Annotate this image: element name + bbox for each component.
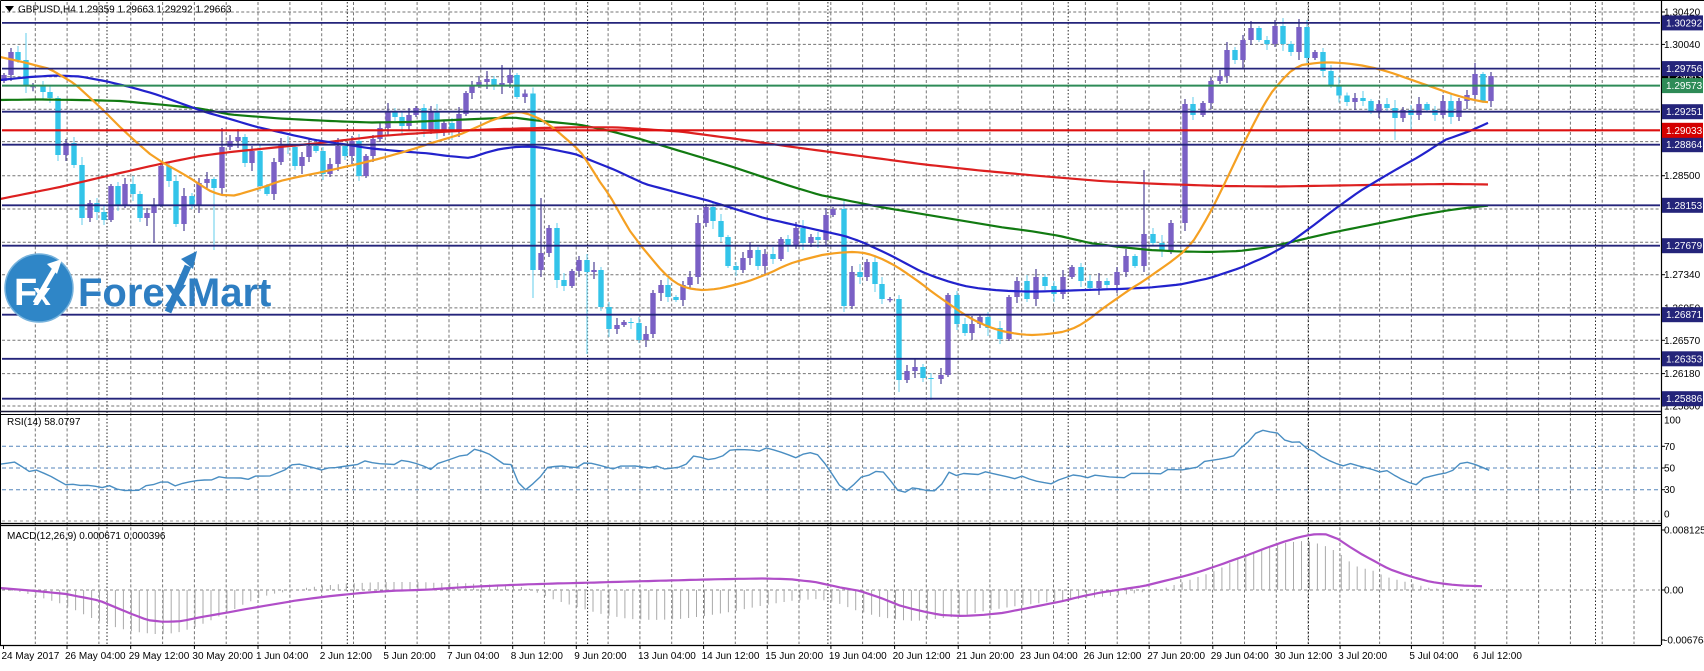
- svg-text:RSI(14) 58.0797: RSI(14) 58.0797: [7, 417, 81, 428]
- svg-text:3 Jul 20:00: 3 Jul 20:00: [1338, 651, 1387, 662]
- svg-text:1.29663: 1.29663: [1666, 72, 1703, 83]
- svg-text:30 Jun 12:00: 30 Jun 12:00: [1275, 651, 1333, 662]
- svg-text:27 Jun 20:00: 27 Jun 20:00: [1147, 651, 1205, 662]
- svg-text:7 Jun 04:00: 7 Jun 04:00: [447, 651, 500, 662]
- svg-text:9 Jun 20:00: 9 Jun 20:00: [574, 651, 627, 662]
- svg-text:26 May 04:00: 26 May 04:00: [65, 651, 126, 662]
- svg-text:0.008125: 0.008125: [1664, 526, 1704, 537]
- svg-text:13 Jun 04:00: 13 Jun 04:00: [638, 651, 696, 662]
- svg-text:1.25886: 1.25886: [1666, 394, 1703, 405]
- svg-text:1.26871: 1.26871: [1666, 310, 1703, 321]
- svg-text:1.30420: 1.30420: [1664, 8, 1701, 19]
- svg-text:100: 100: [1664, 416, 1681, 427]
- svg-text:-0.006764: -0.006764: [1664, 636, 1704, 647]
- svg-text:15 Jun 20:00: 15 Jun 20:00: [765, 651, 823, 662]
- svg-text:1.26570: 1.26570: [1664, 336, 1701, 347]
- svg-text:1 Jun 04:00: 1 Jun 04:00: [256, 651, 309, 662]
- svg-text:2 Jun 12:00: 2 Jun 12:00: [320, 651, 373, 662]
- svg-text:1.28153: 1.28153: [1666, 201, 1703, 212]
- svg-text:1.29251: 1.29251: [1666, 107, 1703, 118]
- svg-text:5 Jul 04:00: 5 Jul 04:00: [1409, 651, 1458, 662]
- svg-text:0: 0: [1664, 510, 1670, 521]
- svg-text:1.27679: 1.27679: [1666, 241, 1703, 252]
- svg-text:1.26353: 1.26353: [1666, 354, 1703, 365]
- svg-text:1.26180: 1.26180: [1664, 369, 1701, 380]
- svg-text:29 May 12:00: 29 May 12:00: [129, 651, 190, 662]
- svg-text:20 Jun 12:00: 20 Jun 12:00: [893, 651, 951, 662]
- svg-text:1.25800: 1.25800: [1664, 402, 1701, 413]
- svg-text:29 Jun 04:00: 29 Jun 04:00: [1211, 651, 1269, 662]
- svg-text:21 Jun 20:00: 21 Jun 20:00: [956, 651, 1014, 662]
- svg-text:8 Jun 12:00: 8 Jun 12:00: [511, 651, 564, 662]
- svg-text:1.29756: 1.29756: [1666, 64, 1703, 75]
- svg-text:70: 70: [1664, 442, 1676, 453]
- svg-text:19 Jun 04:00: 19 Jun 04:00: [829, 651, 887, 662]
- svg-text:1.28864: 1.28864: [1666, 140, 1703, 151]
- svg-text:1.28500: 1.28500: [1664, 171, 1701, 182]
- svg-text:1.30040: 1.30040: [1664, 40, 1701, 51]
- svg-text:1.29033: 1.29033: [1666, 126, 1703, 137]
- svg-text:30 May 20:00: 30 May 20:00: [192, 651, 253, 662]
- svg-text:6 Jul 12:00: 6 Jul 12:00: [1473, 651, 1522, 662]
- svg-text:14 Jun 12:00: 14 Jun 12:00: [702, 651, 760, 662]
- svg-text:50: 50: [1664, 464, 1676, 475]
- svg-text:F: F: [14, 272, 37, 314]
- svg-text:23 Jun 04:00: 23 Jun 04:00: [1020, 651, 1078, 662]
- svg-text:5 Jun 20:00: 5 Jun 20:00: [383, 651, 436, 662]
- svg-text:30: 30: [1664, 485, 1676, 496]
- svg-text:26 Jun 12:00: 26 Jun 12:00: [1084, 651, 1142, 662]
- svg-text:GBPUSD,H4 1.29359 1.29663 1.2: GBPUSD,H4 1.29359 1.29663 1.29292 1.2966…: [18, 5, 232, 16]
- svg-text:1.27340: 1.27340: [1664, 270, 1701, 281]
- svg-text:24 May 2017: 24 May 2017: [2, 651, 60, 662]
- svg-text:0.00: 0.00: [1664, 586, 1684, 597]
- svg-text:1.30292: 1.30292: [1666, 18, 1703, 29]
- svg-text:1.29573: 1.29573: [1666, 81, 1703, 92]
- svg-text:MACD(12,26,9) 0.000671 0.00039: MACD(12,26,9) 0.000671 0.000396: [7, 531, 166, 542]
